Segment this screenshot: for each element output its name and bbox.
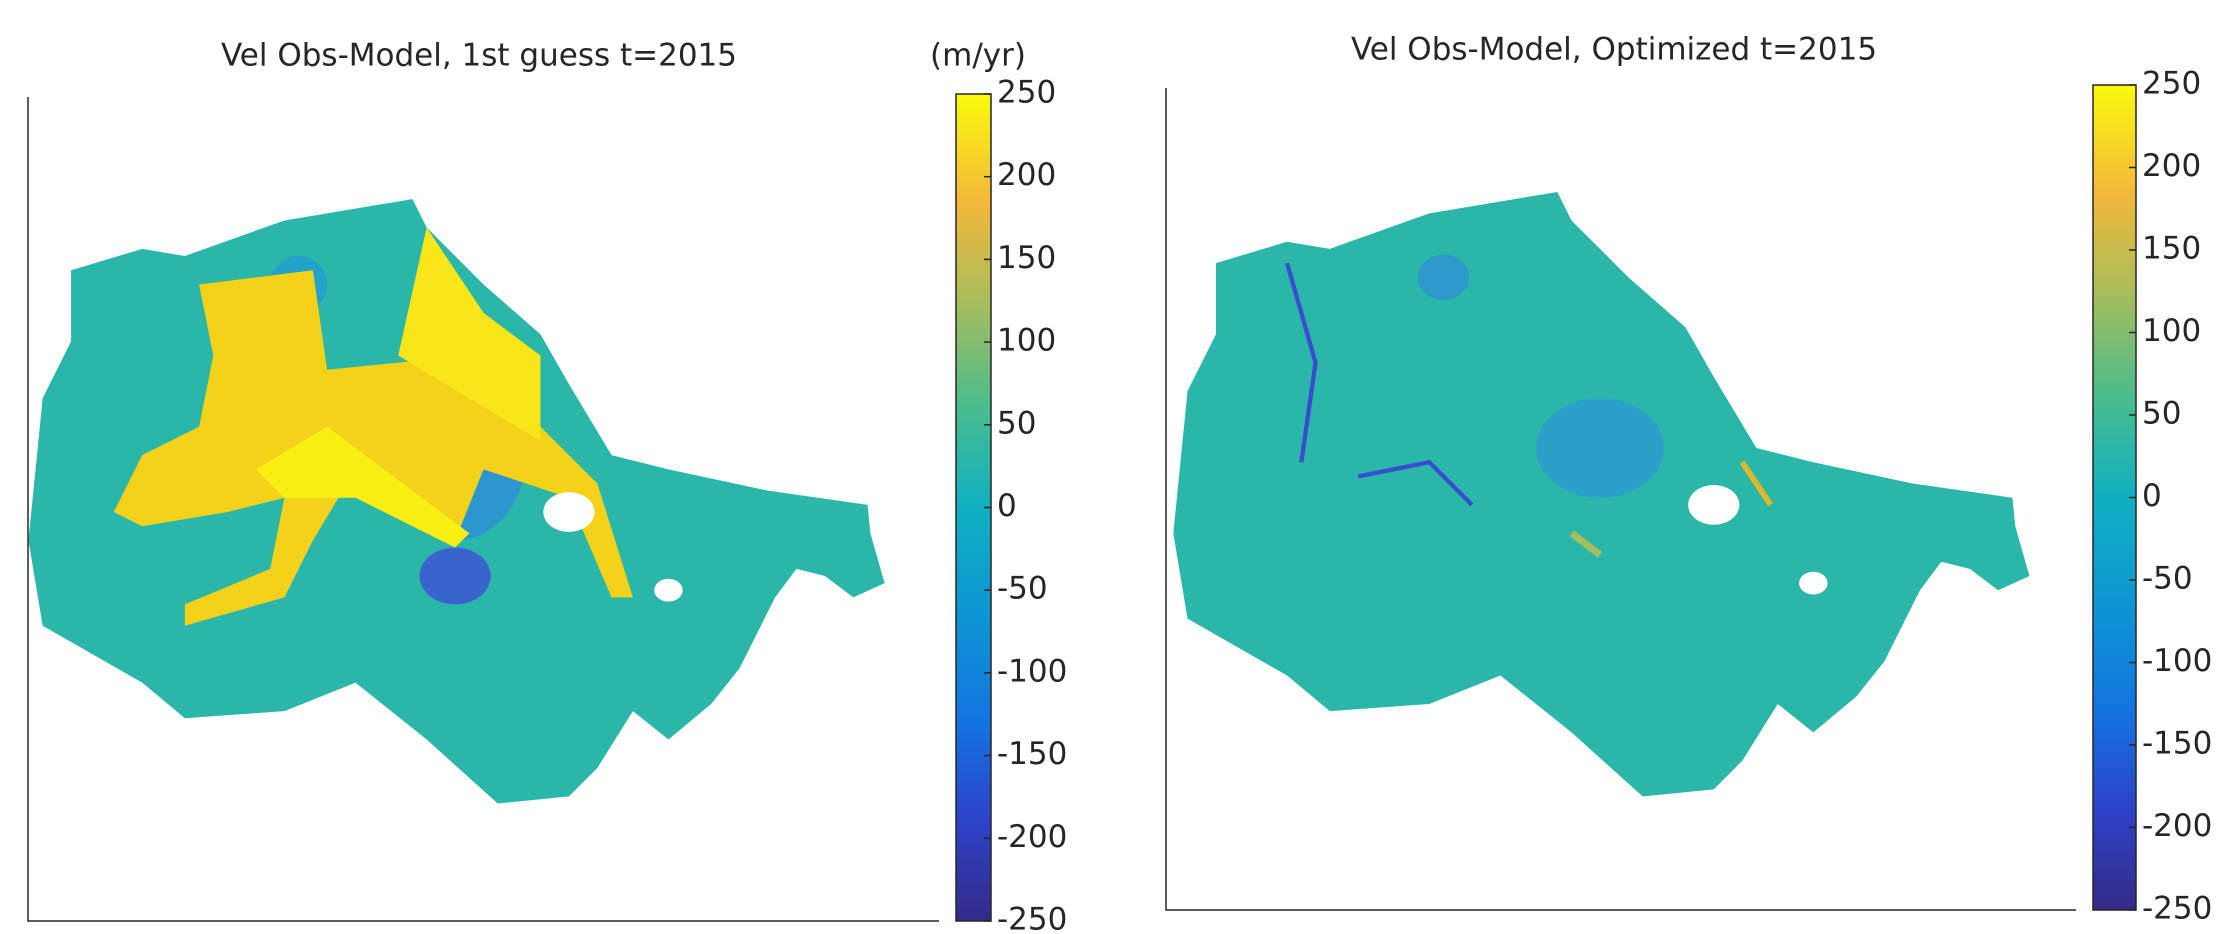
colorbar-tick-label: 150 [2142,231,2201,267]
map-left [28,199,884,803]
colorbar-tick-label: 100 [2142,313,2201,349]
colorbar-tick-label: 50 [2142,396,2181,432]
colorbar-tick-label: -150 [2142,726,2212,762]
chart-title: Vel Obs-Model, 1st guess t=2015 [221,38,737,74]
figure: Vel Obs-Model, 1st guess t=2015(m/yr)250… [0,0,2230,934]
colorbar-tick-label: 0 [997,488,1017,524]
colorbar-tick-label: 0 [2142,478,2162,514]
colorbar-tick-label: -100 [997,653,1067,689]
map-right [1173,192,2029,796]
colorbar-tick-label: -150 [997,736,1067,772]
colorbar-tick-label: -250 [2142,891,2212,927]
colorbar-tick-label: -50 [997,571,1048,607]
colorbar-tick-label: 200 [997,157,1056,193]
colorbar-tick-label: -50 [2142,561,2193,597]
colorbar-label: (m/yr) [930,38,1026,74]
colorbar-tick-label: -250 [997,902,1067,934]
colorbar-tick-label: 250 [997,75,1056,111]
colorbar-tick-label: -100 [2142,643,2212,679]
colorbar-tick-label: 200 [2142,148,2201,184]
colorbar-tick-label: -200 [997,819,1067,855]
colorbar-tick-label: 250 [2142,66,2201,102]
colorbar-tick-label: -200 [2142,808,2212,844]
colorbar-tick-label: 100 [997,323,1056,359]
chart-title: Vel Obs-Model, Optimized t=2015 [1351,32,1877,68]
colorbar-tick-label: 50 [997,405,1036,441]
colorbar-tick-label: 150 [997,240,1056,276]
